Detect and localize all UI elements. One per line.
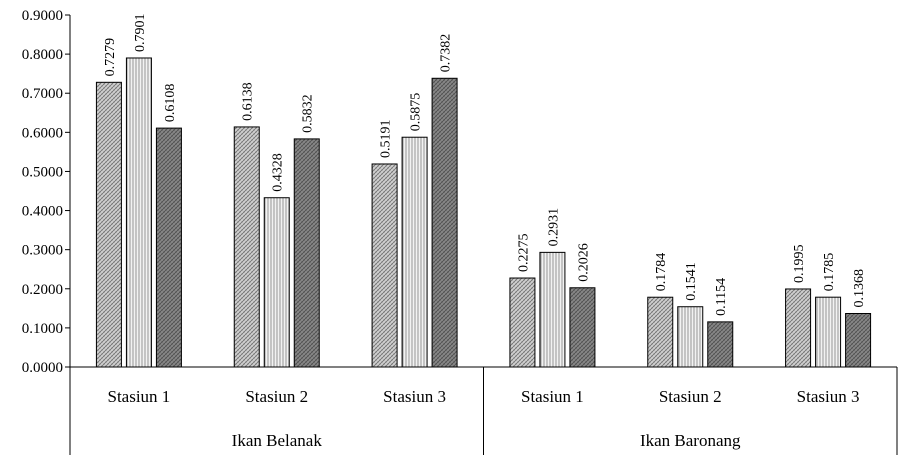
y-tick-label: 0.7000 xyxy=(22,86,63,102)
x-group-label: Ikan Belanak xyxy=(232,431,323,450)
data-label: 0.4328 xyxy=(271,153,286,192)
bar-series-3 xyxy=(293,138,320,368)
x-category-label: Stasiun 3 xyxy=(797,387,860,406)
data-label: 0.6138 xyxy=(241,82,256,121)
bar-series-1 xyxy=(371,163,398,368)
y-tick-label: 0.8000 xyxy=(22,47,63,63)
bar-series-3 xyxy=(155,127,182,368)
bar-series-3 xyxy=(431,77,458,368)
data-label: 0.1541 xyxy=(684,262,699,301)
bar-series-3 xyxy=(569,287,596,368)
data-label: 0.6108 xyxy=(163,84,178,123)
data-label: 0.7382 xyxy=(439,34,454,73)
bar-series-1 xyxy=(647,296,674,368)
y-tick-label: 0.1000 xyxy=(22,321,63,337)
y-tick-label: 0.5000 xyxy=(22,164,63,180)
y-tick-label: 0.2000 xyxy=(22,282,63,298)
bar-series-3 xyxy=(845,312,872,368)
bar-series-2 xyxy=(539,251,566,368)
data-label: 0.2275 xyxy=(516,234,531,273)
data-label: 0.5875 xyxy=(409,93,424,132)
data-label: 0.1784 xyxy=(654,253,669,292)
bar-series-1 xyxy=(233,126,260,368)
data-label: 0.5832 xyxy=(301,94,316,133)
bar-series-1 xyxy=(509,277,536,368)
bar-series-1 xyxy=(785,288,812,368)
bar-series-1 xyxy=(95,81,122,368)
data-labels: 0.7279 0.7901 0.6108 0.6138 0.4328 0.5832 0.51… xyxy=(103,13,867,315)
data-label: 0.2931 xyxy=(546,208,561,247)
x-axis: Stasiun 1 Stasiun 2 Stasiun 3 Ikan Belanak S… xyxy=(69,366,898,455)
bar-series-2 xyxy=(677,306,704,368)
x-category-label: Stasiun 2 xyxy=(245,387,308,406)
data-label: 0.1368 xyxy=(852,269,867,308)
data-label: 0.1154 xyxy=(714,278,729,316)
data-label: 0.2026 xyxy=(576,243,591,282)
y-tick-label: 0.3000 xyxy=(22,243,63,259)
x-category-label: Stasiun 1 xyxy=(108,387,171,406)
bar-series-2 xyxy=(815,296,842,368)
x-category-label: Stasiun 2 xyxy=(659,387,722,406)
y-tick-label: 0.0000 xyxy=(22,360,63,376)
bar-series-2 xyxy=(263,197,290,368)
bars xyxy=(95,57,872,368)
bar-series-2 xyxy=(125,57,152,368)
bar-series-3 xyxy=(707,321,734,368)
x-category-label: Stasiun 3 xyxy=(383,387,446,406)
data-label: 0.1785 xyxy=(822,253,837,292)
y-tick-label: 0.9000 xyxy=(22,8,63,24)
x-category-label: Stasiun 1 xyxy=(521,387,584,406)
y-axis: 0.0000 0.1000 0.2000 0.3000 0.4000 0.5000 0.60… xyxy=(22,8,71,376)
y-tick-label: 0.6000 xyxy=(22,125,63,141)
data-label: 0.5191 xyxy=(379,119,394,158)
data-label: 0.1995 xyxy=(792,244,807,283)
x-group-label: Ikan Baronang xyxy=(640,431,741,450)
data-label: 0.7901 xyxy=(133,13,148,52)
y-tick-label: 0.4000 xyxy=(22,204,63,220)
data-label: 0.7279 xyxy=(103,38,118,76)
bar-series-2 xyxy=(401,136,428,368)
